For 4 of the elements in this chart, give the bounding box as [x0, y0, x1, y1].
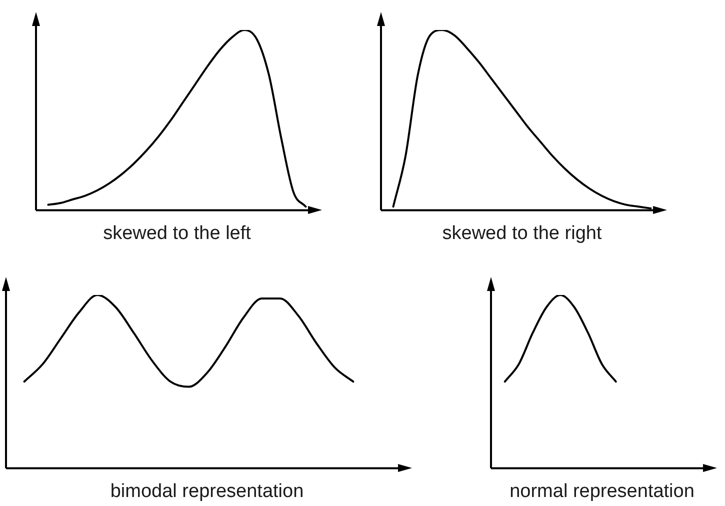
x-axis-title: bimodal representation	[110, 480, 304, 502]
x-axis-title: skewed to the right	[442, 222, 602, 244]
x-axis-title: skewed to the left	[103, 222, 252, 244]
x-axis-title: normal representation	[510, 480, 694, 502]
